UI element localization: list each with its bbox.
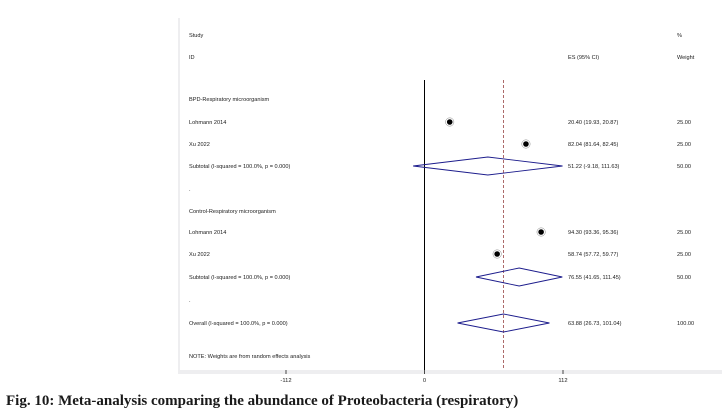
study-label: Lohmann 2014 [189,120,226,126]
subtotal-label: Subtotal (I-squared = 100.0%, p = 0.000) [189,275,291,281]
subtotal-es-text: 76.55 (41.65, 111.45) [568,275,621,281]
study-es-text: 58.74 (57.72, 59.77) [568,252,619,258]
study-weight-text: 25.00 [677,142,691,148]
x-tick-label: 0 [423,378,426,384]
header-study: Study [189,33,204,39]
header-es: ES (95% CI) [568,55,599,61]
group-separator: . [189,298,191,304]
group-title: Control-Respiratory microorganism [189,209,276,215]
study-weight-box [536,227,546,237]
group-title: BPD-Respiratory microorganism [189,97,270,103]
figure-caption: Fig. 10: Meta-analysis comparing the abu… [6,393,519,409]
x-tick-label: 112 [558,378,567,384]
study-es-text: 94.30 (93.36, 95.36) [568,230,619,236]
header-weight-percent: % [677,33,682,39]
study-point [446,119,453,125]
overall-label: Overall (I-squared = 100.0%, p = 0.000) [189,321,288,327]
study-es-text: 82.04 (81.64, 82.45) [568,142,619,148]
study-label: Xu 2022 [189,252,210,258]
subtotal-weight-text: 50.00 [677,164,691,170]
subtotal-label: Subtotal (I-squared = 100.0%, p = 0.000) [189,164,291,170]
study-weight-box [521,139,531,149]
header-id: ID [189,55,195,61]
overall-es-text: 63.88 (26.73, 101.04) [568,321,622,327]
study-es-text: 20.40 (19.93, 20.87) [568,120,619,126]
overall-weight-text: 100.00 [677,321,694,327]
study-weight-text: 25.00 [677,120,691,126]
note-text: NOTE: Weights are from random effects an… [189,354,311,360]
overall-diamond [457,313,550,333]
study-weight-text: 25.00 [677,252,691,258]
group-separator: . [189,187,191,193]
subtotal-es-text: 51.22 (-9.18, 111.63) [568,164,620,170]
study-label: Xu 2022 [189,142,210,148]
x-tick-label: -112 [280,378,291,384]
study-point [538,229,544,235]
plot-area [180,18,722,370]
study-weight-text: 25.00 [677,230,691,236]
study-point [494,251,500,257]
header-weight: Weight [677,55,695,61]
study-weight-box [445,117,455,127]
study-point [523,141,529,147]
subtotal-weight-text: 50.00 [677,275,691,281]
subtotal-diamond [413,156,563,176]
study-label: Lohmann 2014 [189,230,226,236]
study-weight-box [492,249,502,259]
forest-plot: Study ID ES (95% CI)% Weight BPD-Respiratory… [178,18,722,384]
subtotal-diamond [475,267,563,287]
